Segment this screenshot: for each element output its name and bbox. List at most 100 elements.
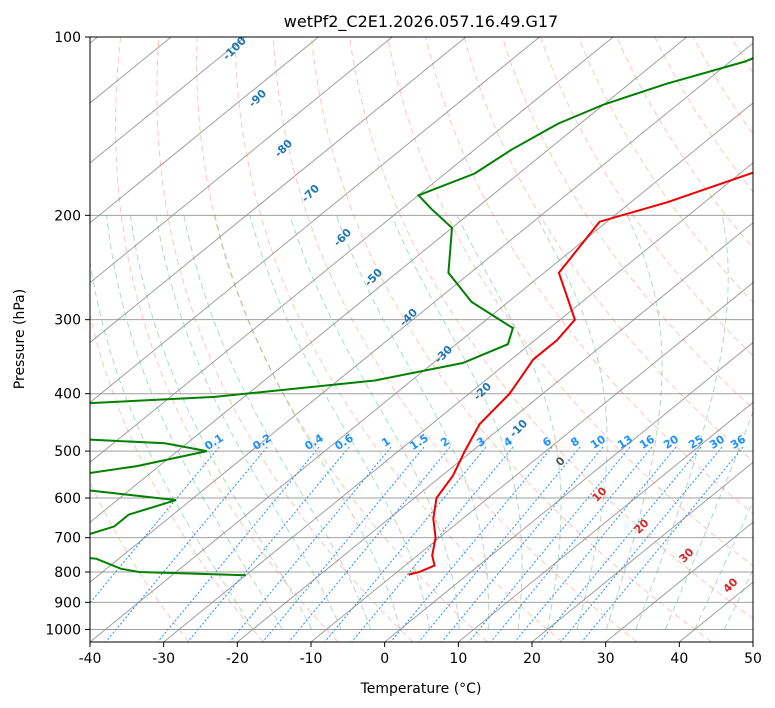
dry-adiabat [234,37,563,642]
mixing-ratio-line [229,446,392,642]
isotherm [163,162,753,642]
moist-adiabat [723,568,753,630]
isotherm [678,581,753,642]
isotherm [90,37,319,224]
mixing-ratio-line [262,446,425,642]
dewpoint-line [90,57,753,577]
isotherm-label: -100 [220,34,249,63]
y-tick-label: 400 [54,387,81,403]
dry-adiabat [692,37,753,135]
y-tick-label: 100 [54,30,81,46]
y-tick-label: 500 [54,444,81,460]
moist-adiabat [335,215,490,630]
x-tick-label: 30 [597,651,615,667]
isotherm [90,37,467,344]
isotherm [90,102,753,642]
moist-adiabat [635,215,729,630]
temperature-line [408,171,753,576]
grid-lines [90,37,753,642]
isotherm [90,37,393,284]
y-tick-label: 800 [54,565,81,581]
mixing-ratio-label: 0.6 [332,431,356,453]
mixing-ratio-line [324,446,487,642]
mixing-ratio-line [90,446,220,604]
isotherm [531,461,753,642]
mixing-ratio-label: 36 [728,432,748,451]
dry-adiabat [539,37,753,357]
mixing-ratio-line [105,446,268,642]
y-tick-label: 1000 [45,622,81,638]
x-tick-label: 10 [449,651,467,667]
isotherm-label: 0 [553,454,568,469]
moist-adiabat [90,259,254,630]
mixing-ratio-line [351,446,514,642]
mixing-ratio-line [539,446,702,642]
y-tick-label: 200 [54,208,81,224]
moist-adiabat [249,215,431,630]
isotherm-label: -90 [246,87,269,110]
background-lines [90,37,775,642]
dry-adiabat [311,37,712,642]
y-axis-label: Pressure (hPa) [12,289,28,389]
x-tick-label: -10 [300,651,323,667]
plot-frame [89,36,754,643]
isotherm [90,37,246,164]
isotherm-label: -30 [432,343,455,366]
x-tick-label: 20 [523,651,541,667]
dry-adiabat [387,37,753,567]
mixing-ratio-label: 25 [686,433,706,452]
y-tick-label: 700 [54,531,81,547]
dry-adiabat [654,37,753,193]
mixing-ratio-line [187,446,350,642]
mixing-ratio-line [288,446,451,642]
mixing-ratio-line [581,446,744,642]
isotherm [605,521,753,642]
mixing-ratio-label: 10 [588,432,608,451]
isotherm [384,341,753,642]
isotherm-label: -20 [471,380,494,403]
isotherm [90,37,540,404]
mixing-ratio-line [560,446,723,642]
mixing-ratio-line [157,446,320,642]
mixing-ratio-line [390,446,553,642]
x-tick-label: -20 [226,651,249,667]
dry-adiabat [769,37,775,642]
mixing-ratio-label: 16 [637,432,657,451]
x-tick-label: 40 [670,651,688,667]
isotherm-label: -50 [362,266,385,289]
dry-adiabat [425,37,753,515]
isotherm [310,282,753,642]
moist-adiabat [155,215,342,630]
moist-adiabat [694,500,753,630]
dry-adiabat [272,37,638,642]
moist-adiabat [390,215,523,630]
dry-adiabat [114,37,339,642]
mixing-ratio-line [441,446,604,642]
mixing-ratio-line [468,446,631,642]
x-tick-label: 50 [744,651,762,667]
isotherm [752,641,753,642]
isotherm [457,401,753,642]
isotherm [90,37,688,523]
dry-adiabat [196,37,488,642]
moist-adiabat [664,410,753,630]
profile-lines [90,57,753,577]
isotherm-label: -80 [272,137,295,160]
x-tick-label: -40 [79,651,102,667]
mixing-ratio-line [490,446,653,642]
dry-adiabat [156,37,414,642]
x-axis-label: Temperature (°C) [360,681,482,697]
dry-adiabat [349,37,753,619]
x-tick-label: -30 [152,651,175,667]
mixing-ratio-line [418,446,581,642]
mixing-ratio-line [514,446,677,642]
mixing-ratio-label: 0.4 [302,431,326,453]
mixing-ratio-label: 0.1 [202,431,225,453]
moist-adiabat [456,215,562,630]
dry-adiabat [90,480,190,642]
x-tick-label: 0 [380,651,389,667]
y-tick-label: 300 [54,313,81,329]
isotherm [236,222,753,642]
moist-adiabat [535,215,608,630]
